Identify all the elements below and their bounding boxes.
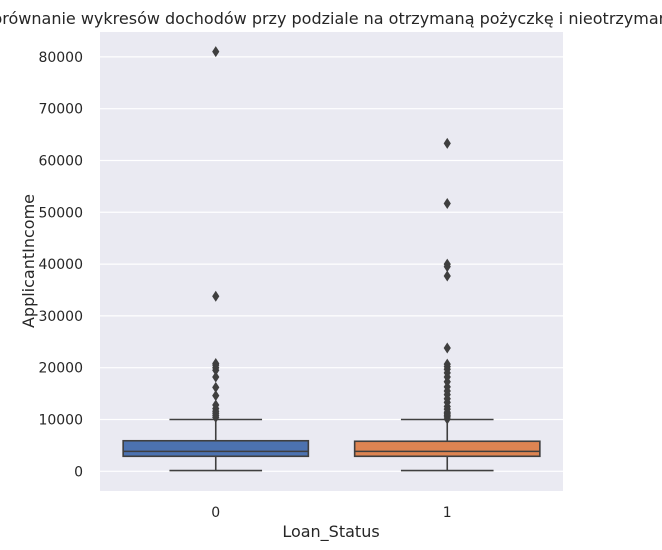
outlier-point [212, 290, 220, 302]
box-body [353, 440, 541, 458]
outlier-point [212, 381, 220, 393]
x-axis-label: Loan_Status [282, 522, 379, 542]
box-0 [122, 46, 310, 472]
box-1 [353, 137, 541, 472]
outlier-point [443, 137, 451, 149]
y-tick-label: 0 [74, 464, 83, 480]
x-tick-label: 0 [211, 505, 220, 521]
outlier-point [443, 342, 451, 354]
y-tick-label: 80000 [38, 50, 83, 66]
y-axis-ticks: 0 10000 20000 30000 40000 50000 60000 70000 8000… [38, 50, 83, 480]
y-tick-label: 70000 [38, 102, 83, 118]
boxes-group [122, 46, 541, 472]
outlier-point [212, 46, 220, 58]
outlier-point [212, 371, 220, 383]
y-tick-label: 30000 [38, 309, 83, 325]
outlier-point [212, 399, 220, 411]
outlier-point [212, 390, 220, 402]
box-body [122, 439, 310, 458]
outlier-point [443, 197, 451, 209]
y-axis-label: ApplicantIncome [19, 194, 38, 328]
plot-background [100, 32, 563, 491]
outlier-point [443, 270, 451, 282]
y-tick-label: 60000 [38, 153, 83, 169]
y-tick-label: 20000 [38, 361, 83, 377]
outlier-point [443, 358, 451, 370]
x-tick-label: 1 [443, 505, 452, 521]
outlier-point [443, 258, 451, 270]
y-tick-label: 50000 [38, 205, 83, 221]
y-tick-label: 10000 [38, 413, 83, 429]
chart-title: Porównanie wykresów dochodów przy podzia… [0, 9, 662, 28]
outlier-point [212, 358, 220, 370]
y-tick-label: 40000 [38, 257, 83, 273]
